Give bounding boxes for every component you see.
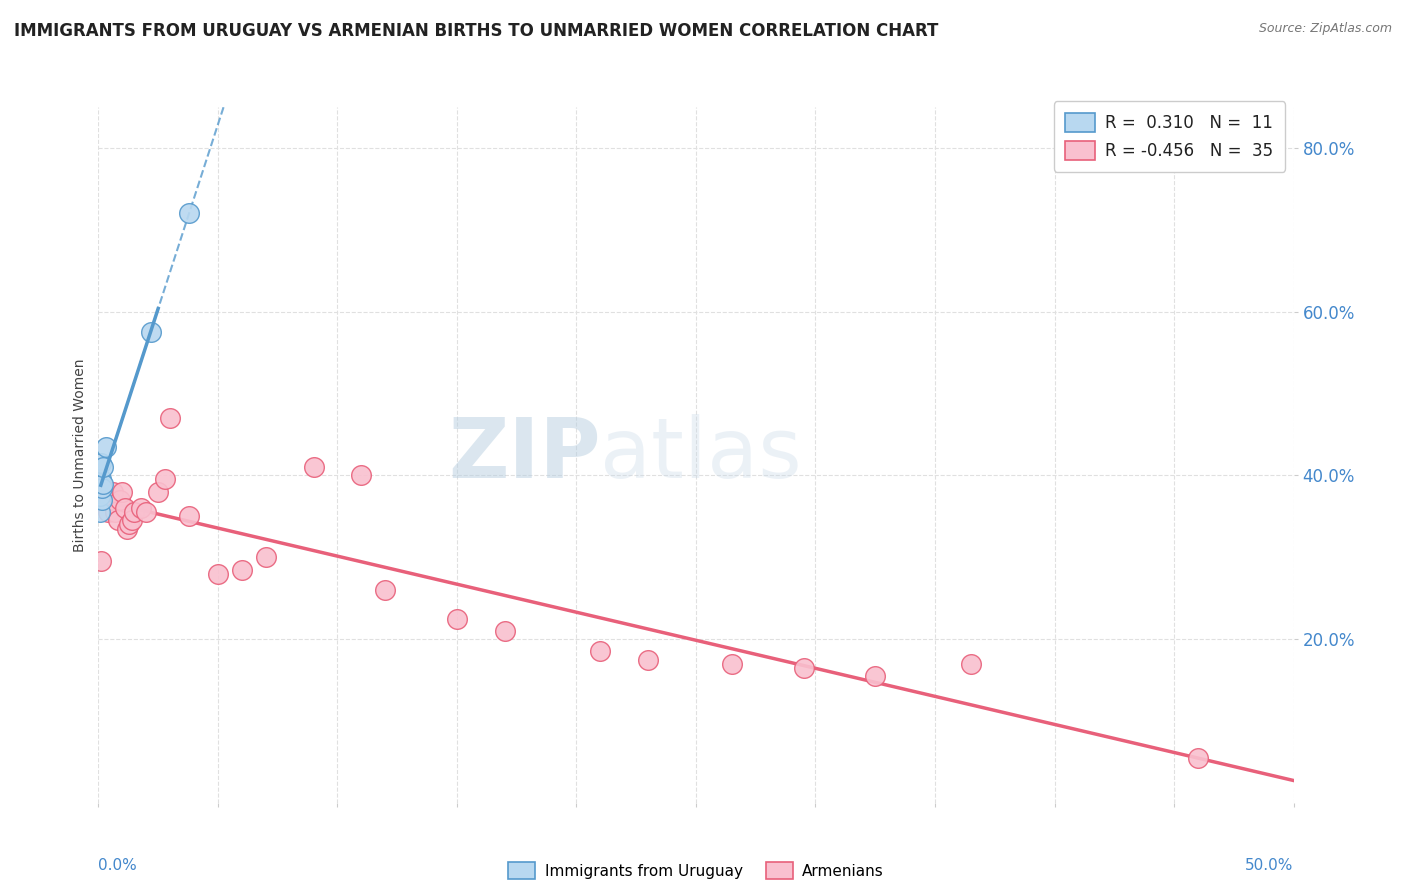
Point xyxy=(94,484,117,499)
Point xyxy=(863,669,886,683)
Text: IMMIGRANTS FROM URUGUAY VS ARMENIAN BIRTHS TO UNMARRIED WOMEN CORRELATION CHART: IMMIGRANTS FROM URUGUAY VS ARMENIAN BIRT… xyxy=(14,22,938,40)
Point xyxy=(97,505,120,519)
Point xyxy=(179,509,201,524)
Y-axis label: Births to Unmarried Women: Births to Unmarried Women xyxy=(73,359,87,551)
Point xyxy=(793,661,815,675)
Point xyxy=(91,476,114,491)
Point xyxy=(254,550,277,565)
Point xyxy=(179,206,201,220)
Point xyxy=(98,492,122,507)
Point xyxy=(108,492,131,507)
Point xyxy=(91,460,114,475)
Point xyxy=(90,473,112,487)
Point xyxy=(350,468,373,483)
Point xyxy=(91,492,114,507)
Text: Source: ZipAtlas.com: Source: ZipAtlas.com xyxy=(1258,22,1392,36)
Point xyxy=(118,517,141,532)
Point xyxy=(494,624,516,638)
Point xyxy=(155,473,177,487)
Point xyxy=(101,484,124,499)
Point xyxy=(124,505,146,519)
Legend: Immigrants from Uruguay, Armenians: Immigrants from Uruguay, Armenians xyxy=(502,855,890,886)
Point xyxy=(90,554,112,568)
Point xyxy=(637,652,659,666)
Point xyxy=(231,562,253,576)
Point xyxy=(1187,751,1209,765)
Text: atlas: atlas xyxy=(600,415,801,495)
Text: 0.0%: 0.0% xyxy=(98,858,138,872)
Point xyxy=(89,505,111,519)
Point xyxy=(131,501,153,516)
Point xyxy=(207,566,229,581)
Point xyxy=(374,582,396,597)
Point xyxy=(111,484,134,499)
Point xyxy=(90,456,112,470)
Text: ZIP: ZIP xyxy=(449,415,600,495)
Point xyxy=(159,411,181,425)
Point xyxy=(91,481,114,495)
Point xyxy=(94,440,117,454)
Point xyxy=(139,325,162,339)
Point xyxy=(959,657,981,671)
Text: 50.0%: 50.0% xyxy=(1246,858,1294,872)
Point xyxy=(589,644,612,658)
Point xyxy=(135,505,157,519)
Point xyxy=(114,501,136,516)
Point xyxy=(89,489,111,503)
Point xyxy=(121,513,143,527)
Point xyxy=(107,513,129,527)
Point xyxy=(446,612,468,626)
Point xyxy=(104,505,127,519)
Point xyxy=(302,460,325,475)
Point xyxy=(148,484,170,499)
Point xyxy=(115,522,138,536)
Point xyxy=(721,657,744,671)
